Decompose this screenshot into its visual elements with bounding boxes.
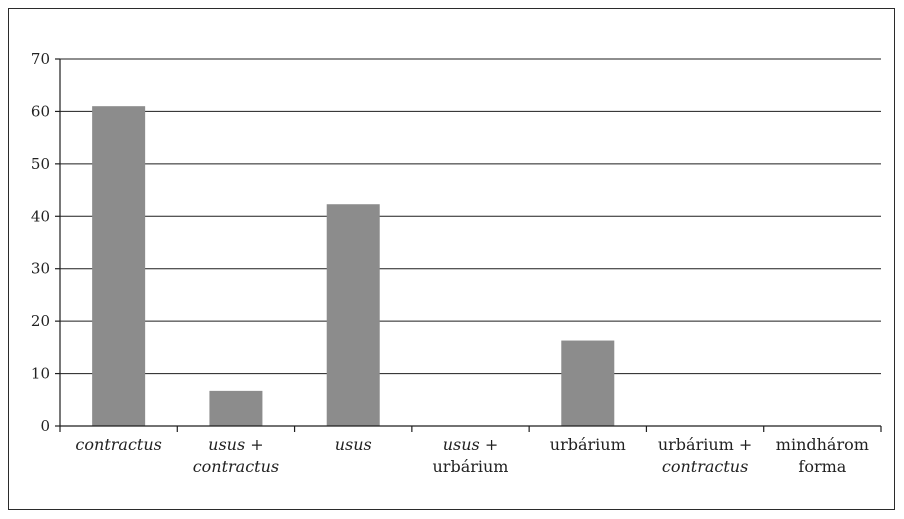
y-tick-label: 60 xyxy=(31,102,50,120)
x-category-label-line: contractus xyxy=(662,457,748,476)
x-category-label: usus + contractus xyxy=(193,435,279,476)
bar-0 xyxy=(92,106,145,426)
y-tick-label: 40 xyxy=(31,207,50,225)
y-tick-label: 30 xyxy=(31,260,50,278)
bars xyxy=(92,106,614,426)
x-category-label-line: contractus xyxy=(75,435,161,454)
y-tick-label: 20 xyxy=(31,312,50,330)
gridlines xyxy=(60,59,881,374)
x-category-label: usus + urbárium xyxy=(433,435,509,476)
x-category-label: urbárium + contractus xyxy=(658,435,752,476)
x-category-label: usus xyxy=(335,435,372,454)
x-category-label-line: usus + xyxy=(443,435,499,454)
x-category-label-line: forma xyxy=(798,457,846,476)
x-category-label-line: mindhárom xyxy=(776,435,869,454)
x-category-label: contractus xyxy=(75,435,161,454)
y-tick-label: 10 xyxy=(31,365,50,383)
x-category-label-line: urbárium + xyxy=(658,435,752,454)
x-category-label-line: urbárium xyxy=(550,435,626,454)
x-category-label-line: contractus xyxy=(193,457,279,476)
y-tick-label: 50 xyxy=(31,155,50,173)
chart-frame: 0 10 20 30 40 50 60 70 contractus usus + contract… xyxy=(8,8,895,510)
x-category-label-line: usus + xyxy=(208,435,264,454)
bar-1 xyxy=(209,391,262,426)
x-category-label-line: usus xyxy=(335,435,372,454)
x-category-label: mindhárom forma xyxy=(776,435,869,476)
y-tick-labels: 0 10 20 30 40 50 60 70 xyxy=(31,50,50,435)
bar-2 xyxy=(327,204,380,426)
bar-4 xyxy=(561,341,614,426)
x-category-label-line: urbárium xyxy=(433,457,509,476)
x-category-label: urbárium xyxy=(550,435,626,454)
y-tick-label: 0 xyxy=(40,417,50,435)
axes xyxy=(55,59,881,432)
x-category-labels: contractus usus + contractus usus usus + urbá… xyxy=(75,435,868,476)
y-tick-label: 70 xyxy=(31,50,50,68)
